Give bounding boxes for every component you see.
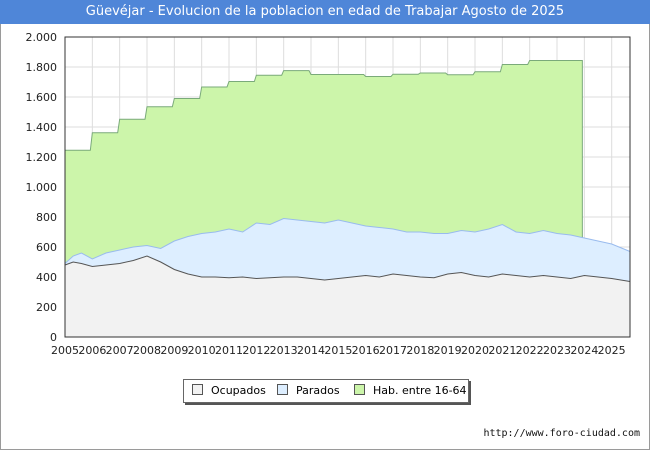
- legend-label-hab: Hab. entre 16-64: [373, 384, 467, 397]
- x-tick-label: 2008: [133, 344, 161, 357]
- x-tick-label: 2018: [406, 344, 434, 357]
- y-tick-label: 1.000: [26, 181, 58, 194]
- x-tick-label: 2014: [297, 344, 325, 357]
- x-tick-label: 2019: [434, 344, 462, 357]
- legend: Ocupados Parados Hab. entre 16-64: [183, 379, 469, 403]
- legend-item-ocupados: Ocupados: [192, 380, 266, 402]
- legend-label-parados: Parados: [296, 384, 340, 397]
- y-tick-label: 800: [36, 211, 57, 224]
- x-tick-label: 2016: [352, 344, 380, 357]
- series-parados-line: [64, 217, 631, 264]
- x-tick-label: 2009: [160, 344, 188, 357]
- source-link[interactable]: http://www.foro-ciudad.com: [483, 428, 640, 439]
- series-ocupados-line: [64, 255, 631, 282]
- y-tick-label: 600: [36, 241, 57, 254]
- x-tick-label: 2023: [543, 344, 571, 357]
- y-tick-label: 2.000: [26, 31, 58, 44]
- y-tick-label: 400: [36, 271, 57, 284]
- y-tick-label: 1.800: [26, 61, 58, 74]
- x-tick-label: 2011: [215, 344, 243, 357]
- x-tick-label: 2025: [598, 344, 626, 357]
- x-tick-label: 2017: [379, 344, 407, 357]
- x-tick-label: 2021: [488, 344, 516, 357]
- y-tick-label: 0: [50, 331, 57, 344]
- y-tick-label: 1.200: [26, 151, 58, 164]
- y-tick-label: 1.600: [26, 91, 58, 104]
- series-ocupados-area: [65, 256, 630, 337]
- x-tick-label: 2005: [51, 344, 79, 357]
- legend-swatch-ocupados: [192, 384, 203, 395]
- x-tick-label: 2024: [570, 344, 598, 357]
- x-tick-label: 2013: [270, 344, 298, 357]
- x-tick-label: 2006: [78, 344, 106, 357]
- legend-label-ocupados: Ocupados: [211, 384, 266, 397]
- x-tick-label: 2010: [188, 344, 216, 357]
- y-tick-label: 200: [36, 301, 57, 314]
- legend-item-parados: Parados: [277, 380, 340, 402]
- x-tick-label: 2020: [461, 344, 489, 357]
- x-tick-label: 2015: [324, 344, 352, 357]
- legend-swatch-hab: [354, 384, 365, 395]
- legend-item-hab: Hab. entre 16-64: [354, 380, 467, 402]
- legend-swatch-parados: [277, 384, 288, 395]
- chart-title: Güevéjar - Evolucion de la poblacion en …: [0, 0, 650, 24]
- x-tick-label: 2012: [242, 344, 270, 357]
- y-tick-label: 1.400: [26, 121, 58, 134]
- series-hab-line: [65, 60, 583, 238]
- x-tick-label: 2022: [516, 344, 544, 357]
- x-tick-label: 2007: [106, 344, 134, 357]
- plot-border: [64, 36, 631, 338]
